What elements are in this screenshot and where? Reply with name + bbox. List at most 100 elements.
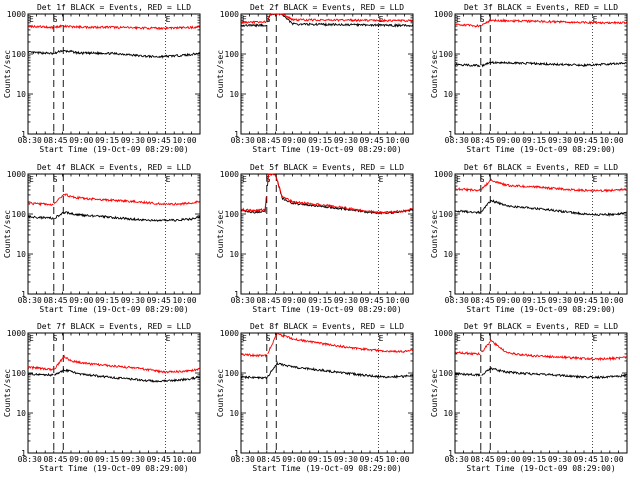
x-tick-label: 09:45 bbox=[360, 136, 384, 145]
y-tick-label: 1000 bbox=[434, 329, 453, 338]
y-tick-label: 1 bbox=[234, 449, 239, 458]
x-tick-label: 10:00 bbox=[599, 136, 623, 145]
marker-label-e: E bbox=[242, 15, 247, 24]
x-tick-label: 08:45 bbox=[43, 136, 67, 145]
marker-label-s: S bbox=[53, 15, 58, 24]
x-tick-label: 10:00 bbox=[385, 136, 409, 145]
x-tick-label: 10:00 bbox=[172, 136, 196, 145]
y-tick-label: 10 bbox=[229, 409, 239, 418]
x-tick-label: 08:30 bbox=[18, 296, 42, 305]
plot-title: Det 2f BLACK = Events, RED = LLD bbox=[250, 3, 404, 12]
y-tick-label: 1000 bbox=[434, 170, 453, 179]
x-tick-label: 10:00 bbox=[172, 455, 196, 464]
y-tick-label: 1 bbox=[448, 449, 453, 458]
marker-label-s: S bbox=[480, 175, 485, 184]
x-tick-label: 09:00 bbox=[496, 136, 520, 145]
y-tick-label: 1 bbox=[21, 290, 26, 299]
plot-panel-9: Det 9f BLACK = Events, RED = LLD 1 10 100 10… bbox=[430, 322, 628, 473]
marker-label-e: E bbox=[379, 334, 384, 343]
plot-panel-4: Det 4f BLACK = Events, RED = LLD 1 10 100 10… bbox=[3, 163, 201, 314]
y-tick-label: 10 bbox=[229, 250, 239, 259]
y-tick-label: 1 bbox=[21, 130, 26, 139]
y-tick-label: 1 bbox=[21, 449, 26, 458]
series-events-line bbox=[241, 360, 413, 380]
marker-label-e: E bbox=[166, 15, 171, 24]
x-tick-label: 10:00 bbox=[599, 296, 623, 305]
plot-title: Det 7f BLACK = Events, RED = LLD bbox=[37, 322, 191, 331]
x-tick-label: 09:15 bbox=[308, 296, 332, 305]
series-events-line bbox=[454, 199, 627, 217]
x-tick-label: 09:45 bbox=[147, 455, 171, 464]
x-tick-label: 09:00 bbox=[69, 296, 93, 305]
x-axis-label: Start Time (19-Oct-09 08:29:00) bbox=[466, 464, 615, 473]
y-axis-label: Counts/sec bbox=[3, 369, 12, 417]
plot-panel-6: Det 6f BLACK = Events, RED = LLD 1 10 100 10… bbox=[430, 163, 628, 314]
y-tick-label: 100 bbox=[439, 369, 454, 378]
x-tick-label: 09:45 bbox=[574, 455, 598, 464]
x-tick-label: 09:30 bbox=[334, 136, 358, 145]
y-tick-label: 100 bbox=[225, 210, 240, 219]
y-axis-label: Counts/sec bbox=[216, 369, 225, 417]
marker-label-s: S bbox=[53, 334, 58, 343]
marker-label-e: E bbox=[242, 334, 247, 343]
series-lld-line bbox=[27, 193, 200, 207]
y-tick-label: 10 bbox=[16, 90, 26, 99]
x-tick-label: 09:45 bbox=[147, 296, 171, 305]
x-tick-label: 09:00 bbox=[69, 455, 93, 464]
y-tick-label: 100 bbox=[225, 369, 240, 378]
x-tick-label: 08:30 bbox=[231, 455, 255, 464]
y-tick-label: 1 bbox=[234, 130, 239, 139]
plot-title: Det 9f BLACK = Events, RED = LLD bbox=[464, 322, 618, 331]
x-tick-label: 09:00 bbox=[282, 136, 306, 145]
series-lld-line bbox=[240, 173, 413, 215]
series-lld-line bbox=[454, 339, 627, 362]
y-tick-label: 10 bbox=[443, 90, 453, 99]
marker-label-e: E bbox=[29, 175, 34, 184]
plot-panel-1: Det 1f BLACK = Events, RED = LLD 1 10 100 10… bbox=[3, 3, 201, 154]
x-tick-label: 08:45 bbox=[256, 136, 280, 145]
x-tick-label: 09:00 bbox=[282, 296, 306, 305]
x-tick-label: 09:30 bbox=[548, 455, 572, 464]
y-tick-label: 100 bbox=[439, 210, 454, 219]
marker-label-e: E bbox=[593, 15, 598, 24]
x-tick-label: 09:15 bbox=[308, 455, 332, 464]
y-tick-label: 100 bbox=[12, 369, 27, 378]
marker-label-e: E bbox=[379, 15, 384, 24]
x-tick-label: 08:45 bbox=[256, 296, 280, 305]
y-axis-label: Counts/sec bbox=[3, 210, 12, 258]
plot-title: Det 5f BLACK = Events, RED = LLD bbox=[250, 163, 404, 172]
x-tick-label: 09:30 bbox=[548, 136, 572, 145]
y-tick-label: 1000 bbox=[7, 170, 26, 179]
plot-title: Det 8f BLACK = Events, RED = LLD bbox=[250, 322, 404, 331]
marker-label-e: E bbox=[379, 175, 384, 184]
x-tick-label: 09:30 bbox=[548, 296, 572, 305]
x-tick-label: 08:45 bbox=[256, 455, 280, 464]
marker-label-s: S bbox=[53, 175, 58, 184]
y-tick-label: 1000 bbox=[434, 10, 453, 19]
y-tick-label: 10 bbox=[443, 250, 453, 259]
marker-label-e: E bbox=[456, 334, 461, 343]
marker-label-e: E bbox=[166, 334, 171, 343]
series-events-line bbox=[454, 60, 627, 68]
plot-panel-5: Det 5f BLACK = Events, RED = LLD 1 10 100 10… bbox=[216, 163, 414, 314]
marker-label-e: E bbox=[456, 175, 461, 184]
y-axis-label: Counts/sec bbox=[3, 50, 12, 98]
marker-label-s: S bbox=[480, 15, 485, 24]
marker-label-e: E bbox=[456, 15, 461, 24]
marker-label-e: E bbox=[593, 175, 598, 184]
y-tick-label: 100 bbox=[12, 50, 27, 59]
y-tick-label: 1 bbox=[234, 290, 239, 299]
series-lld-line bbox=[454, 178, 627, 193]
series-events-line bbox=[27, 49, 201, 59]
y-tick-label: 10 bbox=[16, 409, 26, 418]
x-axis-label: Start Time (19-Oct-09 08:29:00) bbox=[252, 464, 401, 473]
marker-label-e: E bbox=[166, 175, 171, 184]
y-tick-label: 10 bbox=[229, 90, 239, 99]
series-events-line bbox=[240, 12, 414, 28]
y-tick-label: 100 bbox=[225, 50, 240, 59]
x-tick-label: 08:30 bbox=[18, 455, 42, 464]
x-tick-label: 09:30 bbox=[121, 296, 145, 305]
y-tick-label: 1 bbox=[448, 130, 453, 139]
marker-label-s: S bbox=[266, 334, 271, 343]
series-events-line bbox=[27, 367, 200, 383]
